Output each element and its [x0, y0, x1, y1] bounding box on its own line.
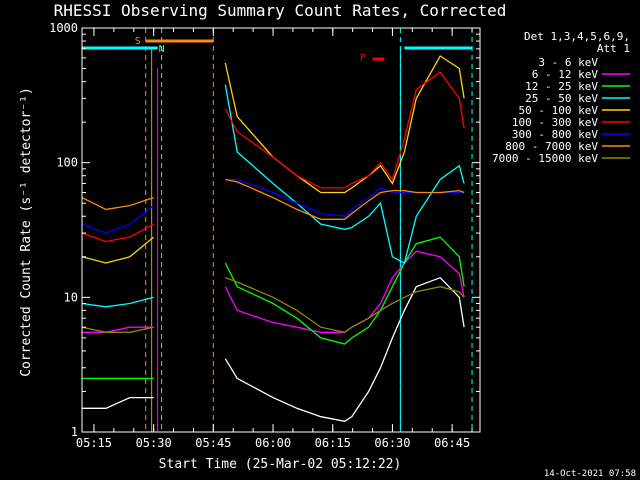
annotation-N: N	[159, 44, 165, 55]
series-2-line-1	[224, 236, 465, 345]
annotation-F: F	[360, 53, 366, 64]
legend-label-3: 25 - 50 keV	[525, 92, 598, 105]
series-1-line-0	[82, 326, 154, 333]
series-7-line-0	[81, 196, 154, 211]
series-6-line-0	[81, 205, 154, 234]
legend-header-0: Det 1,3,4,5,6,9,	[524, 30, 630, 43]
y-tick-label-2: 100	[56, 156, 78, 170]
x-tick-label-6: 06:45	[434, 436, 470, 450]
legend-label-5: 100 - 300 keV	[512, 116, 598, 129]
x-tick-label-4: 06:15	[315, 436, 351, 450]
legend-label-4: 50 - 100 keV	[519, 104, 599, 117]
plot-area: S N F	[81, 28, 473, 432]
series-8-line-0	[81, 326, 154, 333]
footer-timestamp: 14-Oct-2021 07:58	[544, 469, 636, 479]
series-4-line-0	[81, 236, 155, 264]
x-tick-label-1: 05:30	[136, 436, 172, 450]
x-tick-label-5: 06:30	[374, 436, 410, 450]
series-5-line-1	[224, 71, 465, 189]
y-tick-label-1: 10	[64, 290, 78, 304]
x-tick-label-3: 06:00	[255, 436, 291, 450]
series-3-line-1	[224, 84, 465, 264]
legend-label-6: 300 - 800 keV	[512, 128, 598, 141]
x-tick-label-2: 05:45	[195, 436, 231, 450]
chart-title: RHESSI Observing Summary Count Rates, Co…	[54, 1, 507, 20]
legend-label-0: 3 - 6 keV	[538, 56, 598, 69]
legend-label-8: 7000 - 15000 keV	[492, 152, 598, 165]
plot-frame	[81, 27, 481, 433]
legend-label-1: 6 - 12 keV	[532, 68, 599, 81]
legend-header-1: Att 1	[597, 42, 630, 55]
series-5-line-0	[81, 223, 154, 243]
series-0-line-0	[82, 396, 154, 409]
annotation-S: S	[135, 36, 141, 47]
y-tick-label-0: 1	[71, 425, 78, 439]
series-0-line-1	[224, 276, 465, 422]
x-axis-label: Start Time (25-Mar-02 05:12:22)	[159, 457, 402, 472]
series-4-line-1	[224, 55, 465, 194]
axes: 1 10 100 1000 05:15 05:30 05:45 06:00 06:15 06:30…	[49, 21, 481, 450]
legend-label-7: 800 - 7000 keV	[505, 140, 598, 153]
series-3-line-0	[81, 296, 154, 308]
series-7-line-1	[225, 178, 465, 220]
y-tick-label-3: 1000	[49, 21, 78, 35]
y-axis-label: Corrected Count Rate (s⁻¹ detector⁻¹)	[19, 87, 34, 377]
series-8-line-1	[225, 277, 465, 333]
legend-label-2: 12 - 25 keV	[525, 80, 598, 93]
x-tick-label-0: 05:15	[76, 436, 112, 450]
